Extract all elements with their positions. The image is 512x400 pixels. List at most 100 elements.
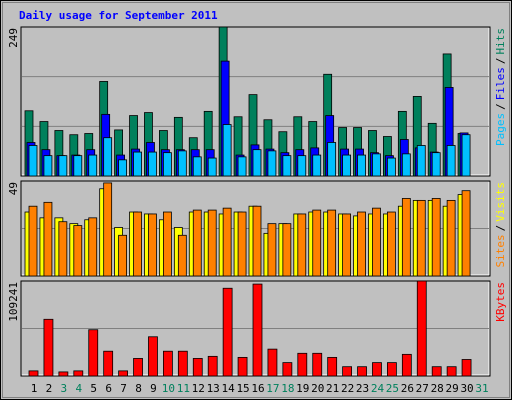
x-tick-label: 5	[90, 382, 97, 395]
legend-separator: /	[494, 103, 507, 110]
x-tick-label: 19	[296, 382, 309, 395]
bar	[461, 190, 471, 277]
bar	[118, 370, 128, 377]
bar	[372, 153, 381, 177]
bar	[177, 350, 188, 377]
x-tick-label: 2	[46, 382, 53, 395]
bar	[372, 207, 381, 277]
x-tick-label: 10	[162, 382, 175, 395]
legend-entry: KBytes	[494, 282, 507, 322]
bar	[446, 199, 456, 277]
bar	[222, 207, 232, 277]
x-tick-label: 25	[386, 382, 399, 395]
bar	[267, 223, 277, 277]
bar	[177, 150, 187, 177]
bar	[446, 145, 456, 177]
x-tick-label: 15	[236, 382, 249, 395]
bar	[327, 209, 337, 277]
legend: Pages / Files / Hits	[494, 28, 507, 146]
chart-title: Daily usage for September 2011	[19, 9, 218, 22]
bar	[28, 205, 38, 277]
bar	[401, 153, 411, 177]
bar	[118, 159, 127, 177]
bar	[342, 366, 353, 377]
bar	[267, 150, 277, 177]
x-tick-label: 7	[120, 382, 127, 395]
bar	[43, 155, 53, 177]
bar	[88, 329, 99, 377]
bar	[73, 370, 84, 377]
bar	[252, 149, 262, 177]
bar	[192, 358, 203, 377]
bar	[28, 145, 38, 177]
bar	[386, 362, 397, 377]
bar	[401, 198, 411, 277]
legend-entry: Hits	[494, 28, 507, 55]
bar	[28, 370, 39, 377]
bar	[73, 155, 83, 177]
x-tick-label: 12	[192, 382, 205, 395]
bar	[416, 145, 426, 177]
x-tick-label: 18	[281, 382, 294, 395]
bar	[312, 209, 322, 277]
x-tick-label: 28	[431, 382, 444, 395]
x-tick-label: 16	[251, 382, 264, 395]
bar	[312, 154, 322, 177]
bar	[312, 352, 323, 377]
x-tick-label: 24	[371, 382, 385, 395]
bar	[282, 223, 292, 277]
bar	[342, 213, 352, 277]
bar	[177, 234, 187, 277]
x-tick-label: 30	[460, 382, 473, 395]
bar	[327, 356, 338, 377]
legend: Sites / Visits	[494, 182, 507, 268]
legend-entry: Files	[494, 67, 507, 100]
bar	[148, 336, 158, 377]
bar	[357, 154, 366, 177]
bar	[357, 211, 366, 277]
bar	[297, 155, 307, 177]
bar	[118, 234, 127, 277]
bar	[237, 356, 248, 377]
x-tick-label: 3	[61, 382, 68, 395]
bar	[372, 362, 382, 377]
bar	[222, 287, 233, 377]
x-tick-label: 1	[31, 382, 38, 395]
legend: KBytes	[494, 282, 507, 322]
x-tick-label: 17	[266, 382, 279, 395]
bar	[282, 155, 292, 177]
x-tick-label: 6	[105, 382, 112, 395]
bar	[461, 359, 472, 377]
bar	[207, 209, 217, 277]
bar	[327, 142, 337, 177]
bar	[192, 209, 202, 277]
bar	[103, 182, 113, 277]
bar	[103, 350, 114, 377]
bar	[162, 211, 172, 277]
bar	[237, 156, 247, 177]
bar	[386, 157, 396, 177]
x-tick-label: 31	[475, 382, 488, 395]
legend-entry: Pages	[494, 113, 507, 146]
bar	[297, 213, 307, 277]
bar	[162, 350, 173, 377]
x-tick-label: 22	[341, 382, 354, 395]
x-tick-label: 11	[177, 382, 190, 395]
x-tick-label: 27	[416, 382, 429, 395]
y-tick-label: 249	[7, 28, 20, 48]
bar	[207, 355, 218, 377]
bar	[401, 353, 412, 377]
bar	[88, 154, 98, 177]
bar	[58, 221, 68, 277]
legend-entry: Visits	[494, 182, 507, 222]
bar	[148, 151, 157, 177]
bar	[416, 199, 426, 277]
bar	[73, 225, 83, 277]
bar	[192, 156, 202, 177]
bar	[207, 157, 217, 177]
bar	[342, 154, 352, 177]
y-tick-label: 49	[7, 182, 20, 195]
bar	[431, 152, 441, 177]
